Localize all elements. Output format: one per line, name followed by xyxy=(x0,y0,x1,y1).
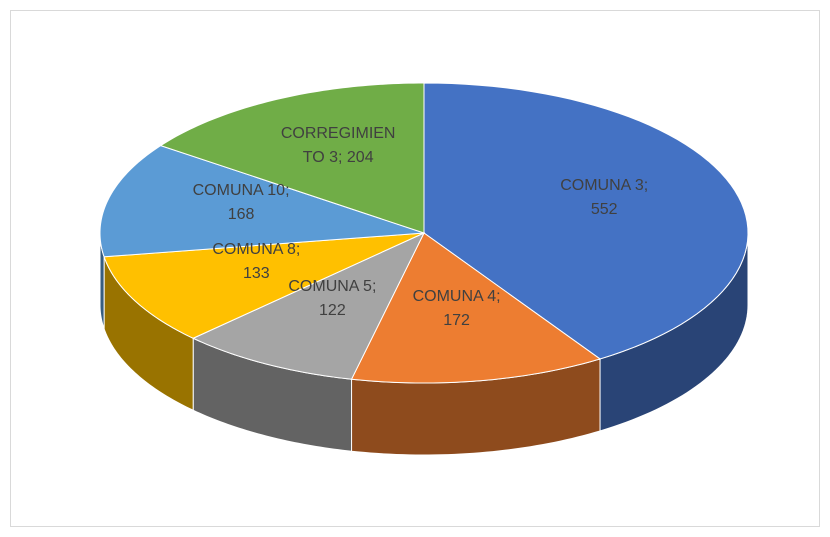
label-separator: ; xyxy=(285,182,290,200)
label-category: CORREGIMIENTO 3 xyxy=(280,124,396,166)
label-separator: ; xyxy=(643,177,649,195)
label-category: COMUNA 8 xyxy=(212,241,296,259)
label-value: 122 xyxy=(319,301,346,319)
label-category: COMUNA 3 xyxy=(560,177,644,195)
data-label: COMUNA 10; 168 xyxy=(182,179,300,227)
slice xyxy=(99,145,425,258)
slice xyxy=(350,232,602,384)
data-label: COMUNA 8; 133 xyxy=(197,238,315,286)
data-label: COMUNA 3; 552 xyxy=(545,174,663,222)
data-label: CORREGIMIENTO 3; 204 xyxy=(279,122,397,170)
label-value: 168 xyxy=(227,206,255,224)
label-category: COMUNA 5 xyxy=(288,277,372,295)
slice xyxy=(191,231,426,380)
data-label: COMUNA 4; 172 xyxy=(398,285,516,333)
data-label: COMUNA 5; 122 xyxy=(273,275,391,323)
label-value: 204 xyxy=(346,148,374,166)
label-category: COMUNA 10 xyxy=(192,182,286,200)
label-value: 172 xyxy=(443,311,470,329)
slice xyxy=(103,232,425,339)
label-value: 133 xyxy=(242,265,270,283)
slice xyxy=(423,82,749,360)
label-separator: ; xyxy=(371,277,377,295)
label-category: COMUNA 4 xyxy=(412,287,497,305)
slice xyxy=(159,82,425,234)
label-value: 552 xyxy=(590,201,618,219)
label-separator: ; xyxy=(496,287,501,305)
label-separator: ; xyxy=(338,148,347,166)
label-separator: ; xyxy=(295,241,301,259)
